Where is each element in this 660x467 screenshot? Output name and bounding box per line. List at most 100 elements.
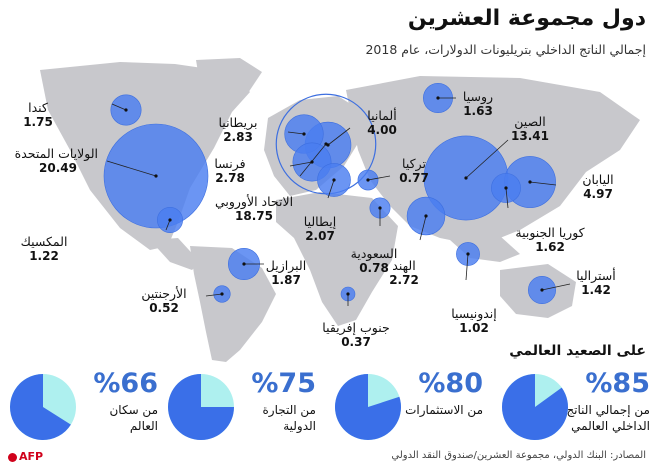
country-label-0: الولايات المتحدة 20.49 <box>14 146 98 176</box>
bubble-center-9 <box>242 262 246 266</box>
country-name: الصين <box>514 114 546 129</box>
leader-line-2 <box>299 143 327 177</box>
country-label-8: إيطاليا 2.07 <box>280 214 360 244</box>
land-central-america <box>150 238 200 270</box>
country-name: اليابان <box>582 172 614 187</box>
bubble-center-13 <box>540 288 544 292</box>
pie-slice <box>335 374 401 440</box>
bubble-center-15 <box>466 252 470 256</box>
country-value: 13.41 <box>511 129 549 143</box>
country-value: 1.22 <box>29 249 59 263</box>
country-name: كوريا الجنوبية <box>515 225 585 240</box>
pie-chart <box>335 374 401 440</box>
land-africa <box>276 192 398 326</box>
country-label-9: البرازيل 1.87 <box>246 258 326 288</box>
country-value: 0.77 <box>399 171 429 185</box>
leader-line-3 <box>529 181 557 186</box>
chart-title: دول مجموعة العشرين <box>407 6 646 31</box>
stat-percent: %80 <box>418 368 483 399</box>
global-stat-gdp: %85 من إجمالي الناتج الداخلي العالمي <box>500 368 650 444</box>
country-label-4: ألمانيا 4.00 <box>342 108 422 138</box>
bubble-center-16 <box>378 206 382 210</box>
chart-subtitle: إجمالي الناتج الداخلي بتريليونات الدولار… <box>365 42 646 57</box>
global-stat-population: %66 من سكان العالم <box>8 368 158 444</box>
afp-logo: AFP <box>8 450 43 463</box>
country-label-15: إندونيسيا 1.02 <box>434 306 514 336</box>
country-name: فرنسا <box>214 156 246 171</box>
leader-line-14 <box>165 219 171 231</box>
country-name: المكسيك <box>20 234 68 249</box>
country-name: الأرجنتين <box>141 286 187 301</box>
leader-line-5 <box>287 131 305 135</box>
bubble-center-1 <box>464 176 468 180</box>
leader-lines <box>106 96 571 306</box>
stat-description: من سكان العالم <box>109 403 158 433</box>
country-value: 2.78 <box>215 171 245 185</box>
leader-line-10 <box>111 103 127 111</box>
stat-percent: %66 <box>93 368 158 399</box>
country-value: 1.62 <box>535 240 565 254</box>
country-value: 0.52 <box>149 301 179 315</box>
pie-chart <box>502 374 568 440</box>
leader-line-18 <box>205 293 223 297</box>
country-name: كندا <box>28 100 48 115</box>
bubble-center-18 <box>220 292 224 296</box>
leader-line-8 <box>327 179 335 199</box>
country-name: أستراليا <box>576 268 616 283</box>
country-value: 18.75 <box>235 209 273 223</box>
country-name: الهند <box>392 258 416 273</box>
country-value: 1.87 <box>271 273 301 287</box>
leader-line-13 <box>541 283 571 291</box>
country-name: تركيا <box>402 156 426 171</box>
bubble-center-6 <box>310 160 314 164</box>
stat-description: من التجارة الدولية <box>262 403 316 433</box>
country-label-10: كندا 1.75 <box>0 100 78 130</box>
country-value: 20.49 <box>39 161 77 175</box>
country-value: 4.97 <box>583 187 613 201</box>
global-section-title: على الصعيد العالمي <box>509 343 646 359</box>
pie-slice <box>10 374 71 440</box>
country-value: 2.07 <box>305 229 335 243</box>
logo-text: AFP <box>19 450 44 463</box>
country-value: 0.37 <box>341 335 371 349</box>
source-note: المصادر: البنك الدولي، مجموعة العشرين/صن… <box>391 450 646 461</box>
bubble-center-12 <box>504 186 508 190</box>
country-label-17: تركيا 0.77 <box>374 156 454 186</box>
bubble-center-19 <box>346 292 350 296</box>
country-label-6: فرنسا 2.78 <box>190 156 270 186</box>
leader-line-0 <box>106 160 157 177</box>
land-greenland <box>196 58 262 100</box>
country-label-16: السعودية 0.78 <box>334 246 414 276</box>
leader-line-4 <box>327 127 351 146</box>
leader-line-7 <box>419 215 427 241</box>
country-name: البرازيل <box>265 258 307 273</box>
pie-slice <box>502 374 568 440</box>
stat-percent: %85 <box>585 368 650 399</box>
bubble-center-3 <box>528 180 532 184</box>
bubble-center-0 <box>154 174 158 178</box>
country-name: الولايات المتحدة <box>14 146 98 161</box>
country-label-11: روسيا 1.63 <box>438 89 518 119</box>
country-value: 1.02 <box>459 321 489 335</box>
country-name: ألمانيا <box>367 108 397 123</box>
country-label-7: الهند 2.72 <box>364 258 444 288</box>
leader-line-12 <box>505 187 509 209</box>
country-label-14: المكسيك 1.22 <box>4 234 84 264</box>
country-value: 0.78 <box>359 261 389 275</box>
leader-line-6 <box>289 161 313 167</box>
country-label-3: اليابان 4.97 <box>558 172 638 202</box>
bubble-center-5 <box>302 132 306 136</box>
bubble-center-10 <box>124 108 128 112</box>
country-name: الاتحاد الأوروبي <box>214 194 294 209</box>
bubble-center-8 <box>332 178 336 182</box>
stat-percent: %75 <box>251 368 316 399</box>
country-value: 1.42 <box>581 283 611 297</box>
leader-line-15 <box>465 253 469 281</box>
stat-description: من الاستثمارات <box>405 403 483 417</box>
country-label-13: أستراليا 1.42 <box>556 268 636 298</box>
country-value: 1.75 <box>23 115 53 129</box>
bubble-center-17 <box>366 178 370 182</box>
country-value: 2.72 <box>389 273 419 287</box>
country-label-2: الاتحاد الأوروبي 18.75 <box>214 194 294 224</box>
